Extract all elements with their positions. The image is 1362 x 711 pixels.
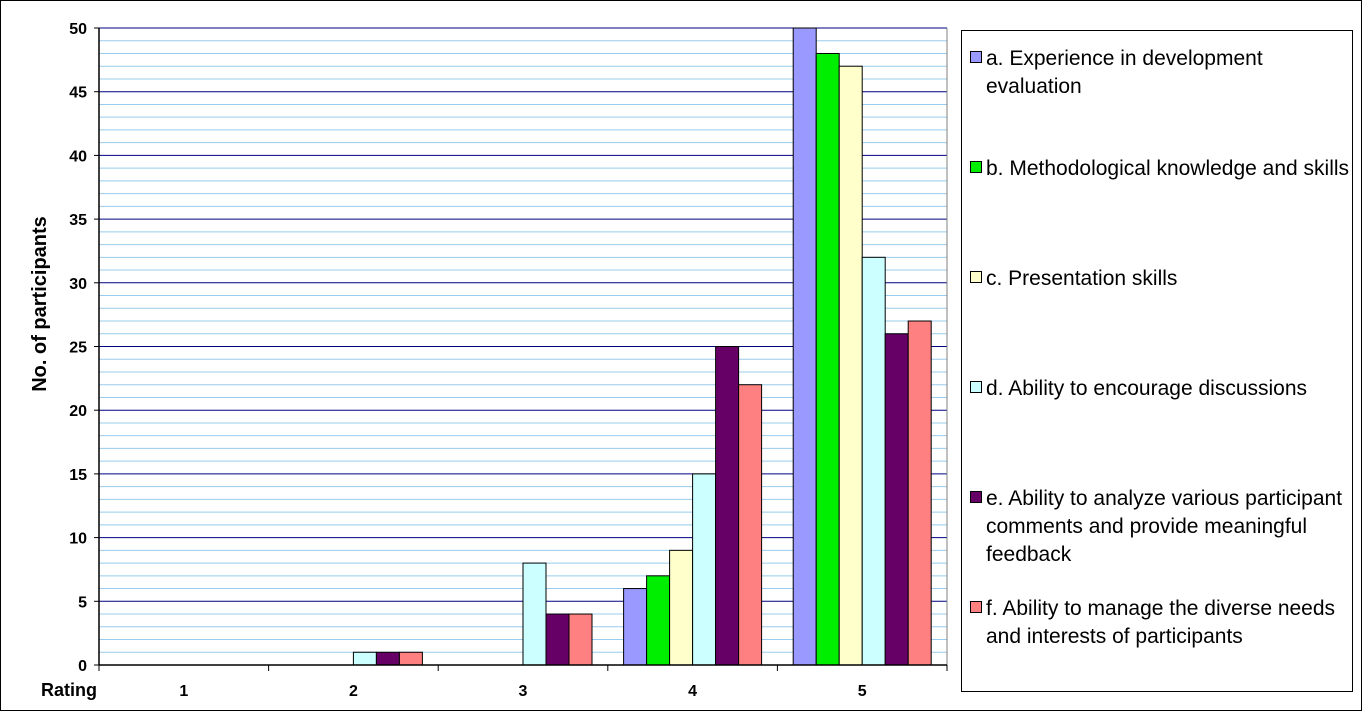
bar: [623, 588, 648, 666]
legend-label: b. Methodological knowledge and skills: [986, 157, 1350, 180]
bar: [669, 549, 694, 666]
legend-label: a. Experience in development evaluation: [986, 47, 1263, 98]
x-tick-label: 1: [179, 683, 188, 700]
legend: a. Experience in development evaluation b…: [961, 30, 1353, 692]
bar: [568, 613, 593, 666]
bar: [907, 320, 932, 666]
bar: [352, 651, 377, 666]
y-tick-label: 25: [69, 340, 87, 357]
y-tick-label: 35: [69, 212, 87, 229]
legend-label: c. Presentation skills: [986, 267, 1178, 290]
legend-label: e. Ability to analyze various participan…: [986, 487, 1343, 566]
y-tick-label: 40: [69, 148, 87, 165]
y-tick-label: 5: [78, 594, 87, 611]
legend-item: c. Presentation skills: [970, 265, 1350, 293]
y-tick-label: 15: [69, 467, 87, 484]
bar: [545, 613, 570, 666]
bar: [884, 333, 909, 666]
bar: [861, 256, 886, 666]
legend-label: f. Ability to manage the diverse needs a…: [986, 597, 1336, 648]
x-tick-label: 3: [519, 683, 528, 700]
legend-swatch: [970, 381, 982, 393]
x-tick-label: 4: [688, 683, 697, 700]
bar: [646, 575, 671, 666]
bar: [375, 651, 400, 666]
x-tick-label: 2: [349, 683, 358, 700]
legend-item: f. Ability to manage the diverse needs a…: [970, 595, 1350, 651]
x-tick-label: 5: [858, 683, 867, 700]
bar: [738, 384, 763, 666]
y-tick-label: 30: [69, 276, 87, 293]
legend-swatch: [970, 271, 982, 283]
legend-item: e. Ability to analyze various participan…: [970, 485, 1350, 569]
x-axis-label: Rating: [41, 680, 97, 700]
legend-swatch: [970, 491, 982, 503]
y-tick-label: 45: [69, 85, 87, 102]
legend-label: d. Ability to encourage discussions: [986, 377, 1308, 400]
y-axis-label: No. of participants: [29, 216, 51, 392]
bar: [838, 65, 863, 666]
bar: [792, 27, 817, 666]
y-tick-label: 50: [69, 21, 87, 38]
legend-swatch: [970, 601, 982, 613]
bar: [715, 346, 740, 666]
bar: [398, 651, 423, 666]
bar: [815, 52, 840, 666]
legend-item: a. Experience in development evaluation: [970, 45, 1350, 101]
legend-swatch: [970, 51, 982, 63]
legend-swatch: [970, 161, 982, 173]
bar: [692, 473, 717, 666]
bar: [522, 562, 547, 666]
legend-item: b. Methodological knowledge and skills: [970, 155, 1350, 183]
legend-item: d. Ability to encourage discussions: [970, 375, 1350, 403]
y-tick-label: 0: [78, 658, 87, 675]
y-tick-label: 20: [69, 403, 87, 420]
bars: [352, 27, 932, 666]
y-tick-label: 10: [69, 531, 87, 548]
